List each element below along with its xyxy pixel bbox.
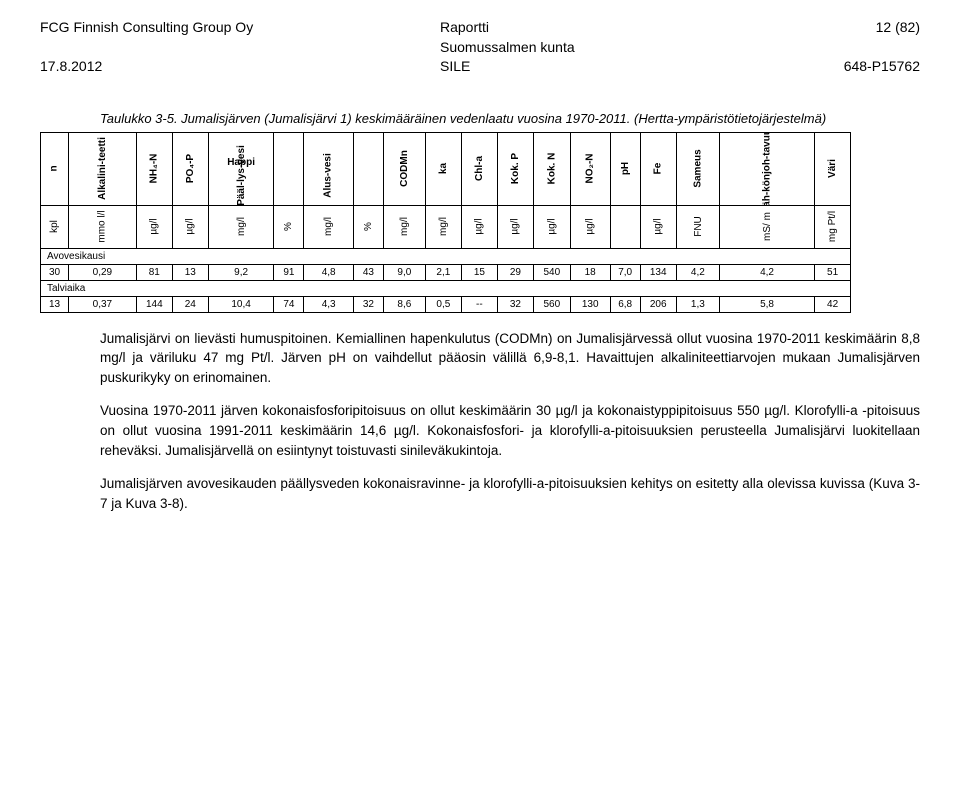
col-header — [353, 132, 383, 205]
col-header: ka — [425, 132, 461, 205]
table-cell: 32 — [353, 296, 383, 312]
header-report: Raportti — [440, 18, 700, 38]
table-cell: 18 — [570, 264, 610, 280]
col-unit: mg Pt/l — [815, 205, 851, 248]
table-cell: 42 — [815, 296, 851, 312]
table-cell: 9,0 — [383, 264, 425, 280]
col-unit: µg/l — [461, 205, 497, 248]
col-unit: mg/l — [208, 205, 274, 248]
table-cell: 24 — [172, 296, 208, 312]
paragraph-3: Jumalisjärven avovesikauden päällysveden… — [100, 474, 920, 513]
header-ref: 648-P15762 — [700, 57, 920, 77]
table-cell: 8,6 — [383, 296, 425, 312]
section-avovesikausi: Avovesikausi — [41, 248, 851, 264]
table-cell: 134 — [640, 264, 676, 280]
col-header: Sameus — [676, 132, 719, 205]
col-unit: mmo l/l — [69, 205, 137, 248]
table-caption: Taulukko 3-5. Jumalisjärven (Jumalisjärv… — [100, 111, 880, 126]
table-cell: 51 — [815, 264, 851, 280]
table-cell: 81 — [136, 264, 172, 280]
col-header: Väri — [815, 132, 851, 205]
table-cell: 4,2 — [676, 264, 719, 280]
paragraph-1: Jumalisjärvi on lievästi humuspitoinen. … — [100, 329, 920, 388]
table-cell: 206 — [640, 296, 676, 312]
table-cell: 4,2 — [720, 264, 815, 280]
table-cell: 5,8 — [720, 296, 815, 312]
col-unit: % — [274, 205, 304, 248]
table-cell: 2,1 — [425, 264, 461, 280]
col-header: pH — [610, 132, 640, 205]
table-cell: 15 — [461, 264, 497, 280]
table-cell: 0,37 — [69, 296, 137, 312]
col-header: Alus-vesi — [304, 132, 353, 205]
table-cell: 74 — [274, 296, 304, 312]
table-cell: 9,2 — [208, 264, 274, 280]
col-header: NO₂-N — [570, 132, 610, 205]
col-header: Alkalini-teetti — [69, 132, 137, 205]
table-cell: 0,5 — [425, 296, 461, 312]
col-unit: mg/l — [304, 205, 353, 248]
col-unit: mg/l — [383, 205, 425, 248]
col-header: HappiPääl-lys-vesi — [208, 132, 274, 205]
col-unit: µg/l — [570, 205, 610, 248]
table-cell: -- — [461, 296, 497, 312]
col-header: Fe — [640, 132, 676, 205]
table-cell: 13 — [172, 264, 208, 280]
col-header: CODMn — [383, 132, 425, 205]
table-cell: 4,3 — [304, 296, 353, 312]
col-unit: FNU — [676, 205, 719, 248]
header-company: FCG Finnish Consulting Group Oy — [40, 18, 440, 38]
col-unit: mg/l — [425, 205, 461, 248]
col-unit: mS/ m — [720, 205, 815, 248]
col-unit: µg/l — [172, 205, 208, 248]
header-code: SILE — [440, 57, 700, 77]
data-table: nAlkalini-teettiNH₄-NPO₄-PHappiPääl-lys-… — [40, 132, 851, 313]
page: FCG Finnish Consulting Group Oy Raportti… — [0, 0, 960, 794]
col-header — [274, 132, 304, 205]
table-cell: 10,4 — [208, 296, 274, 312]
header-page: 12 (82) — [700, 18, 920, 38]
col-header: NH₄-N — [136, 132, 172, 205]
header-org: Suomussalmen kunta — [440, 38, 700, 58]
page-header: FCG Finnish Consulting Group Oy Raportti… — [40, 18, 920, 77]
table-cell: 0,29 — [69, 264, 137, 280]
table-cell: 1,3 — [676, 296, 719, 312]
table-cell: 4,8 — [304, 264, 353, 280]
table-cell: 560 — [534, 296, 571, 312]
col-unit: kpl — [41, 205, 69, 248]
body-text: Jumalisjärvi on lievästi humuspitoinen. … — [100, 329, 920, 514]
col-header: Chl-a — [461, 132, 497, 205]
col-header: n — [41, 132, 69, 205]
table-cell: 7,0 — [610, 264, 640, 280]
col-unit: µg/l — [497, 205, 533, 248]
table-cell: 30 — [41, 264, 69, 280]
table-cell: 540 — [534, 264, 571, 280]
col-header: Kok. N — [534, 132, 571, 205]
col-unit: µg/l — [534, 205, 571, 248]
header-date: 17.8.2012 — [40, 57, 440, 77]
col-header: PO₄-P — [172, 132, 208, 205]
col-unit — [610, 205, 640, 248]
table-cell: 144 — [136, 296, 172, 312]
section-talviaika: Talviaika — [41, 280, 851, 296]
table-cell: 43 — [353, 264, 383, 280]
table-cell: 32 — [497, 296, 533, 312]
col-unit: µg/l — [136, 205, 172, 248]
table-cell: 130 — [570, 296, 610, 312]
table-cell: 29 — [497, 264, 533, 280]
paragraph-2: Vuosina 1970-2011 järven kokonaisfosfori… — [100, 401, 920, 460]
col-header: Kok. P — [497, 132, 533, 205]
col-unit: % — [353, 205, 383, 248]
table-cell: 13 — [41, 296, 69, 312]
table-cell: 6,8 — [610, 296, 640, 312]
table-cell: 91 — [274, 264, 304, 280]
col-header: Säh-könjoh-tavuus — [720, 132, 815, 205]
col-unit: µg/l — [640, 205, 676, 248]
